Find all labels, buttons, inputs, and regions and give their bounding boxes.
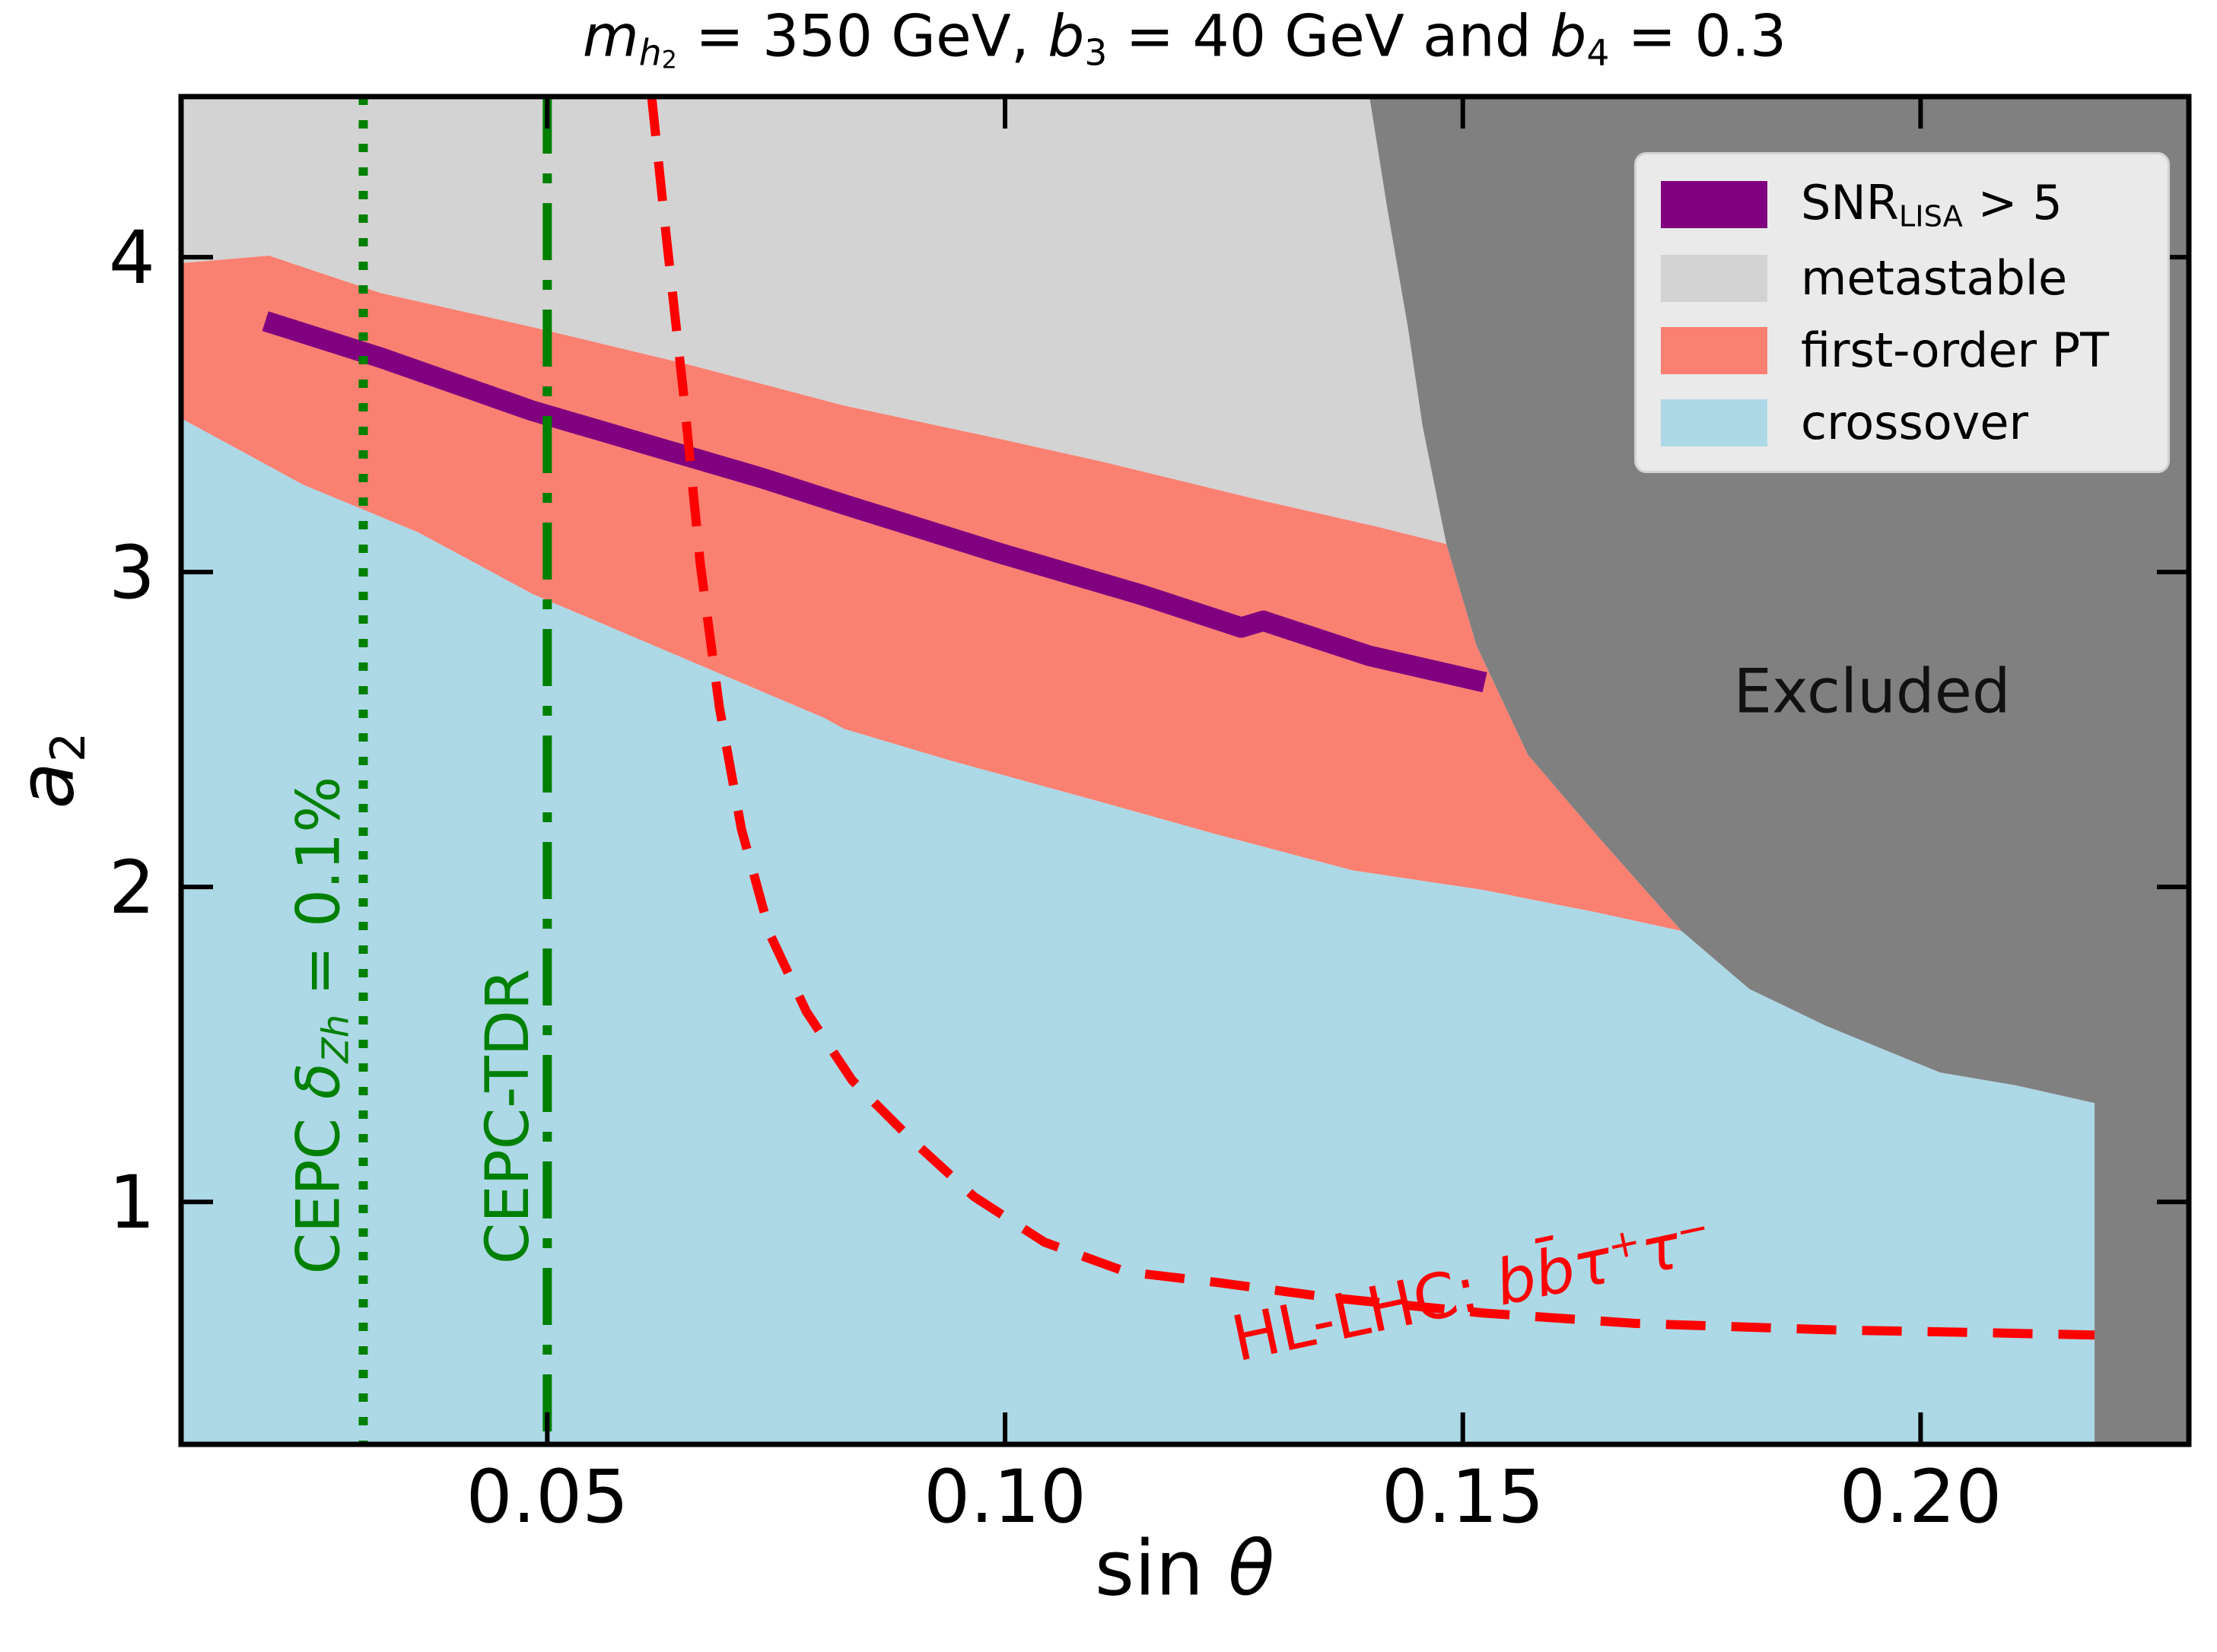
x-tick-label: 0.15 — [1382, 1454, 1544, 1539]
plot-title: mh2 = 350 GeV, b3 = 40 GeV and b4 = 0.3 — [583, 2, 1787, 75]
text-run: LISA — [1898, 199, 1963, 234]
hl-lhc-curve — [647, 96, 2095, 1340]
x-tick-label: 0.10 — [924, 1454, 1086, 1539]
axes-spines — [178, 94, 2192, 1447]
y-tick-label: 4 — [109, 215, 155, 300]
text-run: h — [638, 32, 662, 75]
text-run: CEPC-TDR — [473, 969, 542, 1265]
legend-label: first-order PT — [1801, 322, 2109, 378]
legend: SNRLISA > 5 metastable first-order PT cross… — [1634, 152, 2170, 473]
y-tick-label: 1 — [109, 1160, 155, 1245]
text-run: metastable — [1801, 250, 2068, 307]
text-run: = 0.1% — [285, 777, 354, 1015]
y-axis-label: a2 — [2, 732, 96, 809]
text-run: 2 — [40, 732, 96, 763]
text-run: θ — [1227, 1523, 1275, 1613]
legend-label: crossover — [1801, 395, 2028, 450]
text-run: b — [1048, 2, 1085, 70]
legend-swatch — [1661, 399, 1767, 446]
text-run: crossover — [1801, 395, 2029, 451]
region-crossover — [181, 418, 2095, 1444]
text-run: Zh — [314, 1015, 358, 1063]
text-run: 2 — [661, 45, 677, 75]
region-metastable — [181, 97, 1447, 545]
excluded-label: Excluded — [1734, 656, 2011, 727]
x-tick-label: 0.20 — [1840, 1454, 2002, 1539]
text-run: δ — [285, 1063, 354, 1100]
text-run: a — [2, 762, 91, 809]
legend-item: SNRLISA > 5 — [1661, 175, 2160, 234]
x-tick-label: 0.05 — [466, 1454, 628, 1539]
text-run: m — [582, 2, 639, 70]
text-run: b — [1550, 2, 1587, 70]
text-run: Excluded — [1733, 656, 2011, 727]
legend-swatch — [1661, 254, 1767, 302]
text-run: CEPC — [285, 1099, 354, 1275]
legend-label: metastable — [1801, 250, 2067, 306]
y-tick-label: 2 — [109, 845, 155, 930]
x-axis-label: sin θ — [1095, 1524, 1274, 1613]
cepc-tdr-label: CEPC-TDR — [474, 969, 542, 1264]
text-run: 3 — [1084, 32, 1108, 75]
legend-item: first-order PT — [1661, 322, 2160, 378]
text-run: sin — [1094, 1523, 1228, 1613]
text-run: SNR — [1801, 174, 1899, 230]
legend-swatch — [1661, 326, 1767, 374]
legend-item: metastable — [1661, 250, 2160, 306]
text-run: 4 — [1586, 32, 1610, 75]
legend-item: crossover — [1661, 395, 2160, 450]
text-run: = 40 GeV and — [1107, 2, 1551, 70]
text-run: = 350 GeV, — [676, 2, 1048, 70]
text-run: > 5 — [1962, 174, 2063, 230]
y-tick-label: 3 — [109, 530, 155, 615]
legend-swatch — [1661, 180, 1767, 228]
legend-label: SNRLISA > 5 — [1801, 175, 2063, 234]
cepc-dzh-label: CEPC δZh = 0.1% — [285, 777, 358, 1275]
snr-lisa-band — [262, 311, 1487, 693]
text-run: first-order PT — [1801, 322, 2109, 379]
text-run: = 0.3 — [1609, 2, 1787, 70]
